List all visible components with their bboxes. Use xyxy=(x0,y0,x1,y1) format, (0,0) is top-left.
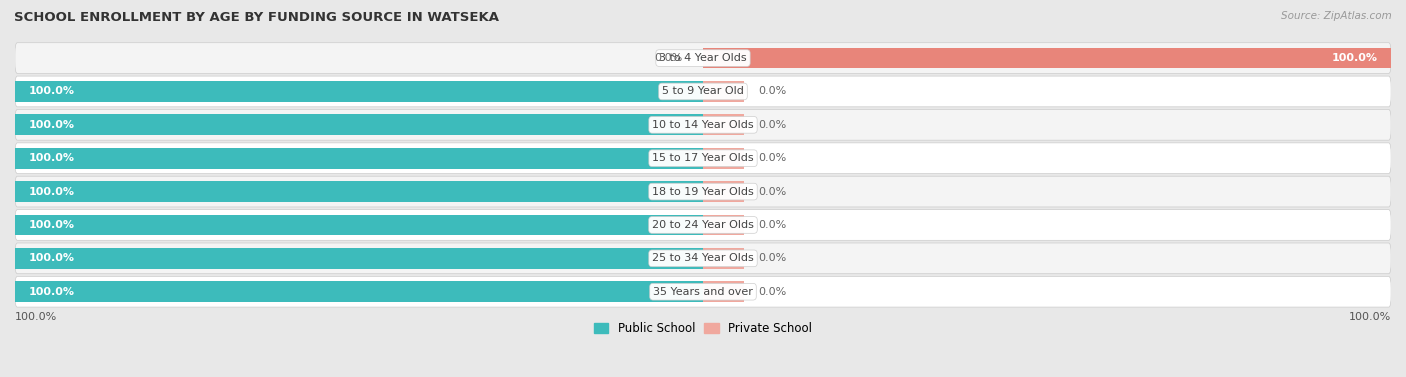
Text: 0.0%: 0.0% xyxy=(758,86,786,97)
Bar xyxy=(703,148,744,169)
Text: Source: ZipAtlas.com: Source: ZipAtlas.com xyxy=(1281,11,1392,21)
Text: 100.0%: 100.0% xyxy=(1348,313,1391,322)
Bar xyxy=(703,115,744,135)
Bar xyxy=(15,115,703,135)
FancyBboxPatch shape xyxy=(15,43,1391,74)
Text: 0.0%: 0.0% xyxy=(654,53,682,63)
Text: 35 Years and over: 35 Years and over xyxy=(652,287,754,297)
Text: 0.0%: 0.0% xyxy=(758,253,786,264)
Text: 18 to 19 Year Olds: 18 to 19 Year Olds xyxy=(652,187,754,196)
Text: 0.0%: 0.0% xyxy=(758,153,786,163)
Text: 0.0%: 0.0% xyxy=(758,287,786,297)
Bar xyxy=(703,248,744,269)
FancyBboxPatch shape xyxy=(15,143,1391,173)
Bar xyxy=(15,215,703,235)
Text: 5 to 9 Year Old: 5 to 9 Year Old xyxy=(662,86,744,97)
Bar xyxy=(703,81,744,102)
Text: 100.0%: 100.0% xyxy=(28,287,75,297)
Text: 100.0%: 100.0% xyxy=(28,86,75,97)
FancyBboxPatch shape xyxy=(15,109,1391,140)
Bar xyxy=(15,281,703,302)
Bar xyxy=(15,248,703,269)
Text: 0.0%: 0.0% xyxy=(758,220,786,230)
Bar xyxy=(15,148,703,169)
Text: 15 to 17 Year Olds: 15 to 17 Year Olds xyxy=(652,153,754,163)
FancyBboxPatch shape xyxy=(15,243,1391,274)
FancyBboxPatch shape xyxy=(15,176,1391,207)
Text: 100.0%: 100.0% xyxy=(28,220,75,230)
Text: SCHOOL ENROLLMENT BY AGE BY FUNDING SOURCE IN WATSEKA: SCHOOL ENROLLMENT BY AGE BY FUNDING SOUR… xyxy=(14,11,499,24)
Text: 100.0%: 100.0% xyxy=(28,120,75,130)
Text: 100.0%: 100.0% xyxy=(28,187,75,196)
Text: 10 to 14 Year Olds: 10 to 14 Year Olds xyxy=(652,120,754,130)
Text: 100.0%: 100.0% xyxy=(15,313,58,322)
Bar xyxy=(703,215,744,235)
FancyBboxPatch shape xyxy=(15,210,1391,240)
Bar xyxy=(703,48,1391,69)
Text: 3 to 4 Year Olds: 3 to 4 Year Olds xyxy=(659,53,747,63)
Text: 0.0%: 0.0% xyxy=(758,120,786,130)
Bar xyxy=(703,281,744,302)
Text: 0.0%: 0.0% xyxy=(758,187,786,196)
Bar xyxy=(15,181,703,202)
Text: 100.0%: 100.0% xyxy=(28,153,75,163)
Legend: Public School, Private School: Public School, Private School xyxy=(589,317,817,340)
Text: 20 to 24 Year Olds: 20 to 24 Year Olds xyxy=(652,220,754,230)
Text: 25 to 34 Year Olds: 25 to 34 Year Olds xyxy=(652,253,754,264)
Bar xyxy=(703,181,744,202)
FancyBboxPatch shape xyxy=(15,76,1391,107)
Text: 100.0%: 100.0% xyxy=(28,253,75,264)
FancyBboxPatch shape xyxy=(15,276,1391,307)
Bar xyxy=(15,81,703,102)
Text: 100.0%: 100.0% xyxy=(1331,53,1378,63)
